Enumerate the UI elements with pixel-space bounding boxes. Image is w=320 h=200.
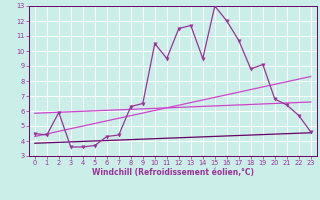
X-axis label: Windchill (Refroidissement éolien,°C): Windchill (Refroidissement éolien,°C): [92, 168, 254, 177]
